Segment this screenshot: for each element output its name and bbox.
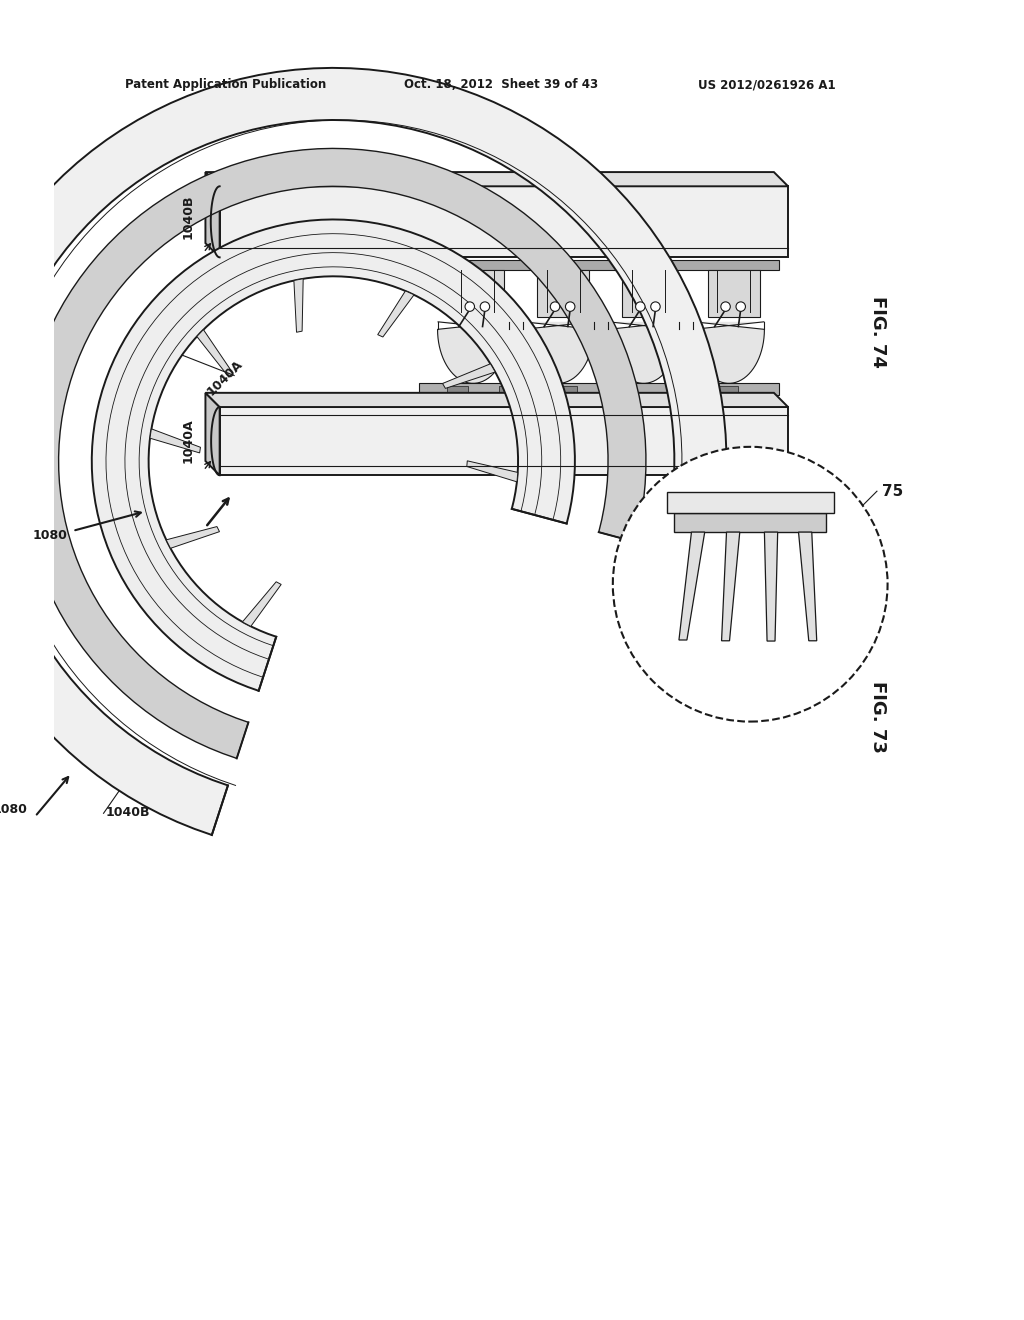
Polygon shape xyxy=(206,172,788,186)
Text: FIG. 73: FIG. 73 xyxy=(869,681,887,752)
Polygon shape xyxy=(623,269,675,317)
Polygon shape xyxy=(608,322,679,383)
Polygon shape xyxy=(219,186,788,257)
Polygon shape xyxy=(447,387,468,393)
Polygon shape xyxy=(442,364,496,388)
Polygon shape xyxy=(537,269,589,317)
Text: Oct. 18, 2012  Sheet 39 of 43: Oct. 18, 2012 Sheet 39 of 43 xyxy=(404,78,598,91)
Circle shape xyxy=(721,302,730,312)
Polygon shape xyxy=(20,148,646,759)
Polygon shape xyxy=(197,330,232,378)
Text: 1080: 1080 xyxy=(33,529,68,543)
Polygon shape xyxy=(799,532,817,640)
Circle shape xyxy=(636,302,645,312)
Polygon shape xyxy=(523,322,594,383)
Polygon shape xyxy=(166,527,219,548)
Text: 1040A: 1040A xyxy=(182,418,195,463)
Polygon shape xyxy=(679,532,705,640)
Polygon shape xyxy=(717,387,738,393)
Polygon shape xyxy=(419,383,778,395)
Polygon shape xyxy=(499,387,520,393)
Polygon shape xyxy=(670,387,690,393)
Text: 1040A: 1040A xyxy=(205,356,245,397)
Circle shape xyxy=(736,302,745,312)
Polygon shape xyxy=(764,532,777,642)
Polygon shape xyxy=(667,492,834,513)
Polygon shape xyxy=(206,393,788,407)
Text: 1040B: 1040B xyxy=(105,805,150,818)
Polygon shape xyxy=(378,290,414,337)
Text: Patent Application Publication: Patent Application Publication xyxy=(125,78,327,91)
Polygon shape xyxy=(722,532,739,640)
Circle shape xyxy=(480,302,489,312)
Polygon shape xyxy=(219,407,788,475)
Text: 75: 75 xyxy=(882,483,903,499)
Circle shape xyxy=(565,302,574,312)
Text: US 2012/0261926 A1: US 2012/0261926 A1 xyxy=(698,78,836,91)
Polygon shape xyxy=(675,513,826,532)
Polygon shape xyxy=(0,67,726,836)
Polygon shape xyxy=(708,269,760,317)
Polygon shape xyxy=(206,393,219,475)
Polygon shape xyxy=(437,322,509,383)
Circle shape xyxy=(550,302,560,312)
Polygon shape xyxy=(206,172,219,257)
Polygon shape xyxy=(294,279,303,333)
Circle shape xyxy=(465,302,474,312)
Text: 1080: 1080 xyxy=(0,803,28,816)
Polygon shape xyxy=(467,461,518,482)
Circle shape xyxy=(650,302,660,312)
Circle shape xyxy=(612,447,888,722)
Polygon shape xyxy=(556,387,577,393)
Text: 1040B: 1040B xyxy=(182,195,195,239)
Text: FIG. 74: FIG. 74 xyxy=(869,296,887,367)
Polygon shape xyxy=(243,582,282,627)
Polygon shape xyxy=(452,269,504,317)
Polygon shape xyxy=(92,219,574,690)
Polygon shape xyxy=(419,260,778,269)
Polygon shape xyxy=(150,429,201,453)
Polygon shape xyxy=(693,322,764,383)
Polygon shape xyxy=(612,387,634,393)
